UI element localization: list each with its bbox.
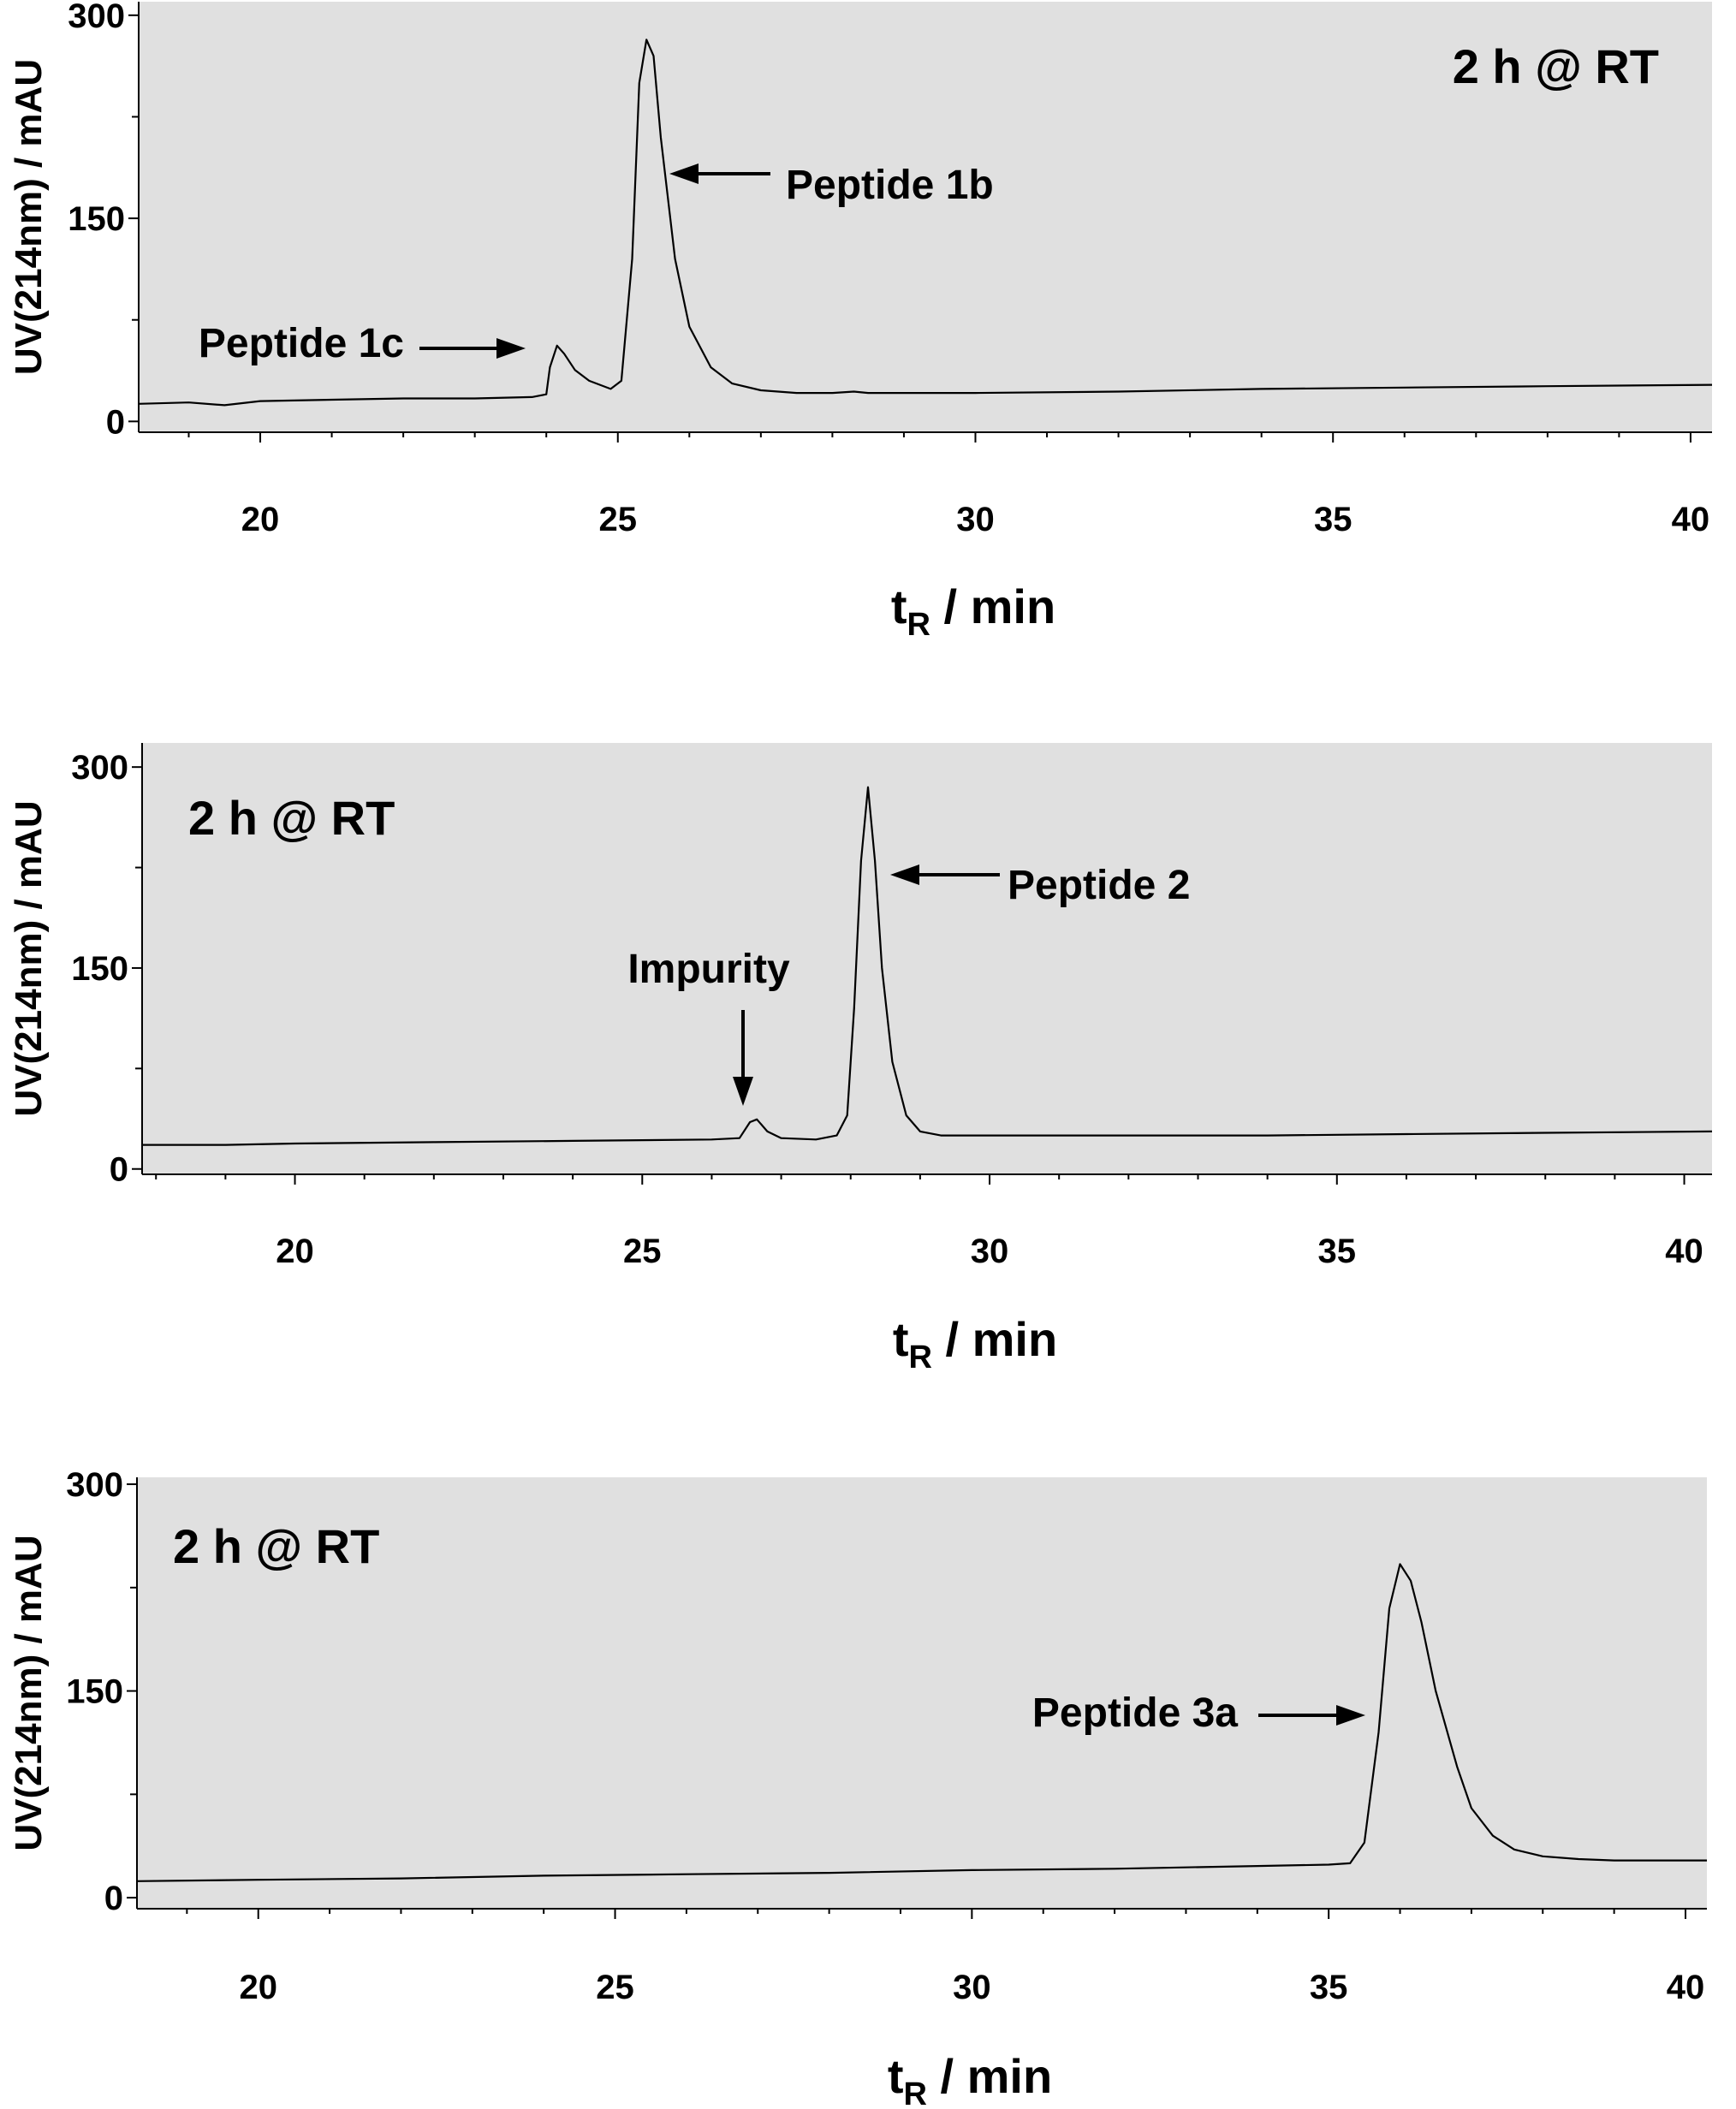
- x-tick-label: 30: [953, 1969, 991, 2006]
- x-tick-label: 40: [1667, 1969, 1705, 2006]
- x-tick-label: 35: [1310, 1969, 1348, 2006]
- annotation-peptide-1c-label: Peptide 1c: [199, 321, 404, 366]
- annotation-peptide-2-label: Peptide 2: [1008, 863, 1190, 908]
- y-tick-label: 300: [68, 0, 125, 35]
- annotation-peptide-3a-label: Peptide 3a: [1032, 1690, 1238, 1736]
- y-tick-label: 150: [71, 950, 128, 988]
- chromatogram-panel-2: 0 150 300 20 25 30 35 40 tR / min UV(214nm) / mAU…: [8, 743, 1712, 1375]
- y-tick-label: 300: [66, 1466, 123, 1504]
- condition-label: 2 h @ RT: [188, 791, 395, 845]
- chromatogram-panel-1: 0 150 300 20 25 30 35 40 tR / min UV(214nm) / mAU…: [8, 0, 1712, 643]
- x-tick-label: 30: [956, 501, 995, 538]
- y-tick-label: 150: [68, 200, 125, 238]
- annotation-peptide-1b-label: Peptide 1b: [786, 163, 994, 208]
- y-axis-label: UV(214nm) / mAU: [8, 1535, 50, 1851]
- x-tick-label: 25: [599, 501, 638, 538]
- y-tick-label: 0: [110, 1151, 128, 1189]
- x-tick-label: 40: [1665, 1233, 1703, 1270]
- x-tick-label: 25: [596, 1969, 634, 2006]
- y-axis-label: UV(214nm) / mAU: [8, 800, 50, 1116]
- x-axis-label: tR / min: [893, 1312, 1057, 1375]
- x-tick-label: 40: [1672, 501, 1710, 538]
- x-tick-label: 20: [241, 501, 280, 538]
- condition-label: 2 h @ RT: [1453, 39, 1659, 93]
- x-axis-label: tR / min: [891, 579, 1055, 643]
- y-axis-label: UV(214nm) / mAU: [8, 59, 50, 375]
- y-tick-label: 150: [66, 1673, 123, 1711]
- x-tick-label: 25: [623, 1233, 662, 1270]
- x-tick-label: 30: [971, 1233, 1009, 1270]
- condition-label: 2 h @ RT: [173, 1519, 379, 1573]
- chromatogram-panel-3: 0 150 300 20 25 30 35 40 tR / min UV(214nm) / mAU…: [8, 1466, 1707, 2109]
- x-tick-label: 20: [276, 1233, 314, 1270]
- y-tick-label: 0: [106, 403, 125, 441]
- x-axis-label: tR / min: [888, 2049, 1052, 2109]
- x-tick-label: 20: [239, 1969, 277, 2006]
- annotation-impurity-label: Impurity: [627, 947, 790, 992]
- x-tick-label: 35: [1318, 1233, 1357, 1270]
- y-tick-label: 300: [71, 749, 128, 787]
- y-tick-label: 0: [104, 1880, 123, 1917]
- x-tick-label: 35: [1314, 501, 1353, 538]
